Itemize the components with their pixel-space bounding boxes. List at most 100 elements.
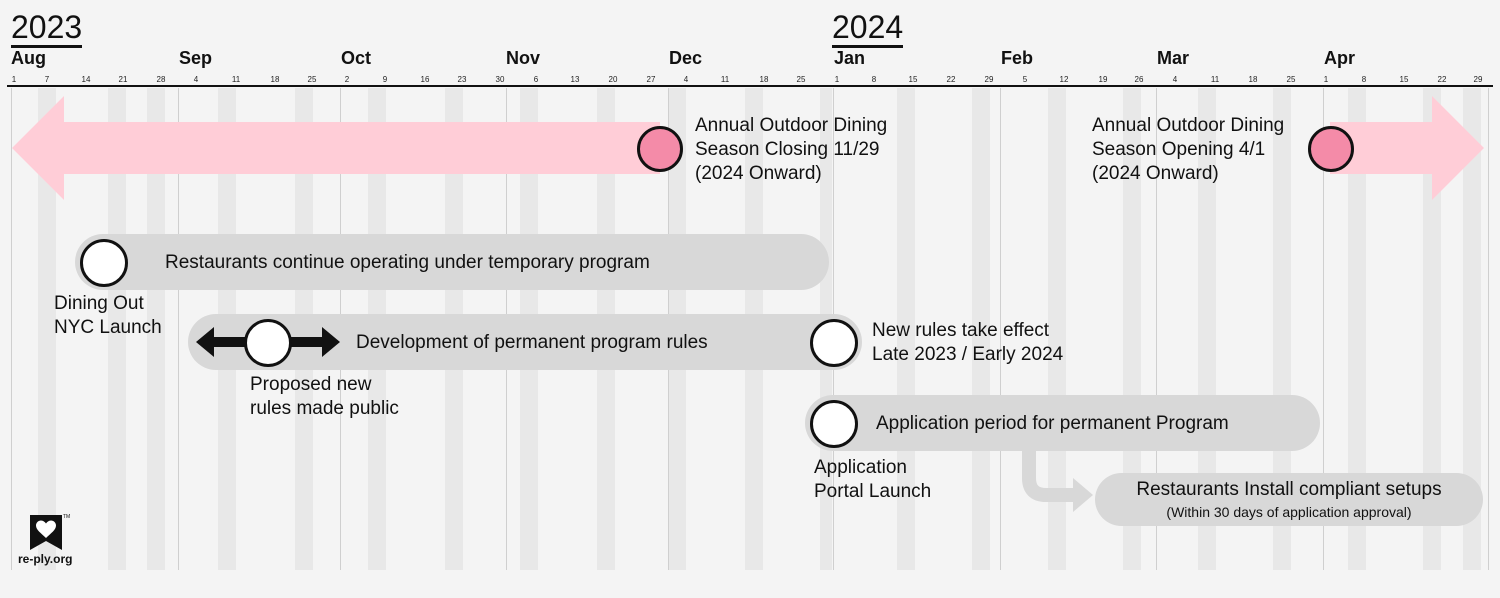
day-tick: 2	[344, 75, 350, 84]
day-tick: 30	[495, 75, 505, 84]
season-opening-label: Annual Outdoor Dining Season Opening 4/1…	[1092, 114, 1284, 186]
portal-launch-marker	[810, 400, 858, 448]
day-tick: 12	[1059, 75, 1069, 84]
dining-out-launch-marker	[80, 239, 128, 287]
day-tick: 25	[1286, 75, 1296, 84]
portal-launch-label: Application Portal Launch	[814, 456, 931, 504]
new-rules-label: New rules take effect Late 2023 / Early …	[872, 319, 1063, 367]
season-opening-marker	[1308, 126, 1354, 172]
timeline-axis	[7, 85, 1493, 87]
day-tick: 4	[1172, 75, 1178, 84]
month-label: Sep	[179, 48, 213, 68]
day-tick: 18	[759, 75, 769, 84]
month-label: Nov	[506, 48, 541, 68]
day-tick: 4	[193, 75, 199, 84]
week-band	[1423, 88, 1441, 570]
month-gridline	[11, 88, 12, 570]
season-closing-line1: Annual Outdoor Dining	[695, 115, 888, 136]
day-tick: 21	[118, 75, 128, 84]
day-tick: 11	[231, 75, 241, 84]
week-band	[38, 88, 56, 570]
svg-text:TM: TM	[63, 514, 70, 520]
dining-out-launch-label: Dining Out NYC Launch	[54, 292, 162, 340]
month-label: Aug	[11, 48, 46, 68]
month-gridline	[1000, 88, 1001, 570]
season-closing-label: Annual Outdoor Dining Season Closing 11/…	[695, 114, 887, 186]
week-band	[108, 88, 126, 570]
day-tick: 4	[683, 75, 689, 84]
season-opening-line1: Annual Outdoor Dining	[1092, 115, 1285, 136]
day-tick: 13	[570, 75, 580, 84]
day-tick: 22	[1437, 75, 1447, 84]
day-tick: 14	[81, 75, 91, 84]
install-title: Restaurants Install compliant setups	[1136, 479, 1442, 500]
day-tick: 18	[1248, 75, 1258, 84]
day-tick: 19	[1098, 75, 1108, 84]
month-label: Apr	[1324, 48, 1355, 68]
day-tick: 18	[270, 75, 280, 84]
day-tick: 7	[44, 75, 50, 84]
year-label-2023: 2023	[11, 10, 83, 48]
season-opening-line2: Season Opening 4/1	[1092, 139, 1266, 160]
day-tick: 11	[720, 75, 730, 84]
month-label: Mar	[1157, 48, 1190, 68]
dining-out-line2: NYC Launch	[54, 317, 162, 338]
season-closing-marker	[637, 126, 683, 172]
day-tick: 16	[420, 75, 430, 84]
portal-launch-line2: Portal Launch	[814, 481, 932, 502]
new-rules-line1: New rules take effect	[872, 320, 1050, 341]
month-label: Jan	[834, 48, 866, 68]
application-period-bar	[805, 395, 1320, 451]
week-band	[1463, 88, 1481, 570]
day-tick: 29	[1473, 75, 1483, 84]
season-closing-line2: Season Closing 11/29	[695, 139, 880, 160]
day-tick: 23	[457, 75, 467, 84]
day-tick: 15	[908, 75, 918, 84]
season-closing-line3: (2024 Onward)	[695, 163, 822, 184]
day-tick: 1	[1323, 75, 1329, 84]
install-bar	[1095, 473, 1483, 526]
proposed-rules-line1: Proposed new	[250, 374, 372, 395]
day-tick: 1	[11, 75, 17, 84]
day-tick: 20	[608, 75, 618, 84]
week-band	[147, 88, 165, 570]
season-closing-arrow	[12, 96, 660, 200]
month-label: Feb	[1001, 48, 1034, 68]
month-label: Oct	[341, 48, 372, 68]
season-opening-line3: (2024 Onward)	[1092, 163, 1219, 184]
year-label-2024: 2024	[832, 10, 904, 48]
temporary-program-label: Restaurants continue operating under tem…	[165, 252, 650, 273]
month-label: Dec	[669, 48, 703, 68]
proposed-rules-line2: rules made public	[250, 398, 399, 419]
month-gridline	[1323, 88, 1324, 570]
day-tick: 25	[796, 75, 806, 84]
proposed-rules-label: Proposed new rules made public	[250, 373, 399, 421]
month-gridline	[1488, 88, 1489, 570]
day-tick: 26	[1134, 75, 1144, 84]
proposed-rules-marker	[244, 319, 292, 367]
month-gridline	[1156, 88, 1157, 570]
day-tick: 15	[1399, 75, 1409, 84]
day-tick: 9	[382, 75, 388, 84]
day-tick: 8	[1361, 75, 1367, 84]
install-note: (Within 30 days of application approval)	[1166, 504, 1412, 520]
day-tick: 6	[533, 75, 539, 84]
day-tick: 25	[307, 75, 317, 84]
day-tick: 22	[946, 75, 956, 84]
new-rules-marker	[810, 319, 858, 367]
week-band	[1348, 88, 1366, 570]
dining-out-line1: Dining Out	[54, 293, 144, 314]
logo-text: re-ply.org	[18, 552, 73, 566]
new-rules-line2: Late 2023 / Early 2024	[872, 344, 1064, 365]
day-tick: 28	[156, 75, 166, 84]
day-tick: 8	[871, 75, 877, 84]
temporary-program-bar	[75, 234, 829, 290]
month-gridline	[178, 88, 179, 570]
day-tick: 29	[984, 75, 994, 84]
day-tick: 5	[1022, 75, 1028, 84]
development-label: Development of permanent program rules	[356, 332, 708, 353]
season-opening-arrow	[1330, 96, 1484, 200]
